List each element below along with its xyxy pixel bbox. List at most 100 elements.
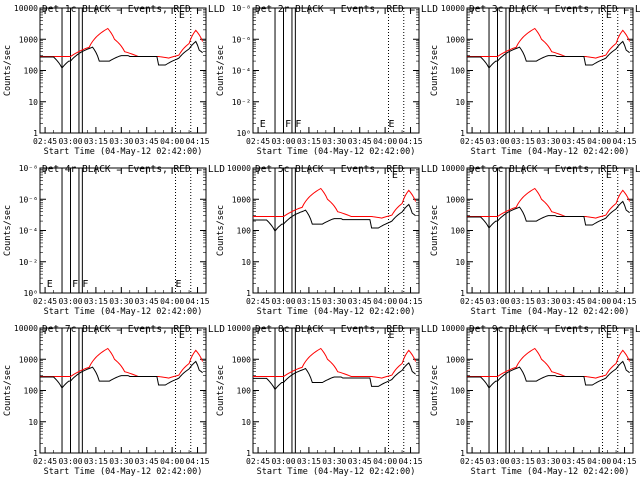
x-tick-label: 03:30 (322, 457, 346, 466)
marker-label: F (285, 119, 291, 130)
x-tick-label: 04:00 (587, 457, 611, 466)
y-tick-label: 10 (455, 258, 465, 267)
y-tick-label: 10 (28, 98, 38, 107)
x-tick-label: 04:15 (185, 457, 209, 466)
x-tick-label: 02:45 (33, 457, 57, 466)
x-axis-label: Start Time (04-May-12 02:42:00) (44, 467, 203, 477)
lld-series-line (253, 347, 417, 379)
panel-title: Det 7c BLACK = Events, RED = LLD (42, 324, 225, 335)
x-tick-label: 04:15 (398, 457, 422, 466)
panel-title: Det 5c BLACK = Events, RED = LLD (255, 164, 438, 175)
events-series-line (467, 360, 630, 389)
panel-title: Det 6c BLACK = Events, RED = LLD (469, 164, 640, 175)
x-tick-label: 02:45 (460, 297, 484, 306)
panel-det-5: Det 5c BLACK = Events, RED = LLD 1 10 100 10… (216, 164, 438, 317)
x-axis-label: Start Time (04-May-12 02:42:00) (471, 467, 630, 477)
x-tick-label: 03:30 (536, 297, 560, 306)
x-tick-label: 04:00 (373, 457, 397, 466)
y-tick-label: 1000 (19, 355, 38, 364)
marker-label: E (176, 279, 182, 290)
x-tick-label: 04:15 (612, 297, 636, 306)
x-axis-label: Start Time (04-May-12 02:42:00) (44, 307, 203, 317)
x-tick-label: 03:00 (58, 297, 82, 306)
x-tick-label: 03:30 (109, 297, 133, 306)
x-tick-label: 04:00 (160, 137, 184, 146)
y-tick-label: 1 (246, 289, 251, 298)
marker-label: E (606, 10, 612, 21)
y-tick-label: 1000 (19, 35, 38, 44)
marker-label: E (179, 10, 185, 21)
lld-series-line (467, 27, 631, 59)
x-tick-label: 03:30 (322, 137, 346, 146)
x-tick-label: 02:45 (33, 297, 57, 306)
marker-label: E (389, 119, 395, 130)
y-tick-label: 1 (246, 449, 251, 458)
x-tick-label: 04:00 (587, 297, 611, 306)
x-tick-label: 03:45 (562, 457, 586, 466)
y-axis-label: Counts/sec (3, 45, 13, 96)
y-tick-label: 10 (241, 258, 251, 267)
y-tick-label: 10000 (14, 4, 38, 13)
y-axis-label: Counts/sec (430, 365, 440, 416)
y-tick-label: 10⁻⁴ (232, 67, 251, 76)
marker-label: E (260, 119, 266, 130)
y-tick-label: 10⁻⁴ (19, 227, 38, 236)
marker-label: E (606, 330, 612, 341)
marker-label: E (47, 279, 53, 290)
y-axis-label: Counts/sec (216, 45, 226, 96)
x-tick-label: 03:00 (271, 297, 295, 306)
y-tick-label: 10⁰ (24, 289, 38, 298)
marker-label: F (82, 279, 88, 290)
x-tick-label: 03:30 (536, 457, 560, 466)
x-tick-label: 03:15 (84, 297, 108, 306)
x-tick-label: 03:30 (536, 137, 560, 146)
x-axis-label: Start Time (04-May-12 02:42:00) (257, 307, 416, 317)
y-axis-label: Counts/sec (216, 365, 226, 416)
panel-title: Det 4r BLACK = Events, RED = LLD (42, 164, 225, 175)
x-tick-label: 04:00 (587, 137, 611, 146)
y-tick-label: 10000 (441, 4, 465, 13)
lld-series-line (40, 347, 204, 379)
plot-frame (466, 7, 634, 134)
panel-title: Det 3c BLACK = Events, RED = LLD (469, 4, 640, 15)
x-tick-label: 03:15 (84, 137, 108, 146)
y-tick-label: 10000 (227, 324, 251, 333)
x-tick-label: 02:45 (246, 137, 270, 146)
plot-frame (252, 7, 420, 134)
y-tick-label: 100 (451, 227, 466, 236)
plot-frame (466, 167, 634, 294)
y-tick-label: 1 (33, 449, 38, 458)
y-tick-label: 10000 (441, 164, 465, 173)
panel-title: Det 1c BLACK = Events, RED = LLD (42, 4, 225, 15)
x-tick-label: 03:45 (562, 297, 586, 306)
x-tick-label: 03:45 (135, 457, 159, 466)
x-axis-label: Start Time (04-May-12 02:42:00) (471, 147, 630, 157)
y-tick-label: 10 (241, 418, 251, 427)
plot-frame (39, 327, 207, 454)
panel-det-2: Det 2r BLACK = Events, RED = LLD 10⁰ 10⁻² 1… (216, 4, 438, 157)
y-tick-label: 1 (460, 129, 465, 138)
x-tick-label: 03:00 (58, 457, 82, 466)
plot-frame (252, 167, 420, 294)
y-tick-label: 10⁻⁸ (19, 164, 38, 173)
x-tick-label: 03:00 (271, 137, 295, 146)
x-tick-label: 02:45 (33, 137, 57, 146)
x-tick-label: 03:30 (109, 137, 133, 146)
panel-title: Det 8c BLACK = Events, RED = LLD (255, 324, 438, 335)
y-axis-label: Counts/sec (3, 365, 13, 416)
x-tick-label: 03:00 (58, 137, 82, 146)
x-tick-label: 04:00 (373, 297, 397, 306)
x-tick-label: 03:45 (135, 297, 159, 306)
marker-label: F (295, 119, 301, 130)
y-tick-label: 10⁻² (19, 258, 38, 267)
x-tick-label: 04:00 (160, 457, 184, 466)
events-series-line (40, 40, 203, 69)
x-axis-label: Start Time (04-May-12 02:42:00) (257, 467, 416, 477)
x-tick-label: 04:15 (612, 137, 636, 146)
x-tick-label: 04:00 (160, 297, 184, 306)
panel-det-3: Det 3c BLACK = Events, RED = LLD 1 10 100 10… (430, 4, 640, 157)
y-tick-label: 10⁻⁶ (232, 35, 251, 44)
x-tick-label: 03:30 (322, 297, 346, 306)
